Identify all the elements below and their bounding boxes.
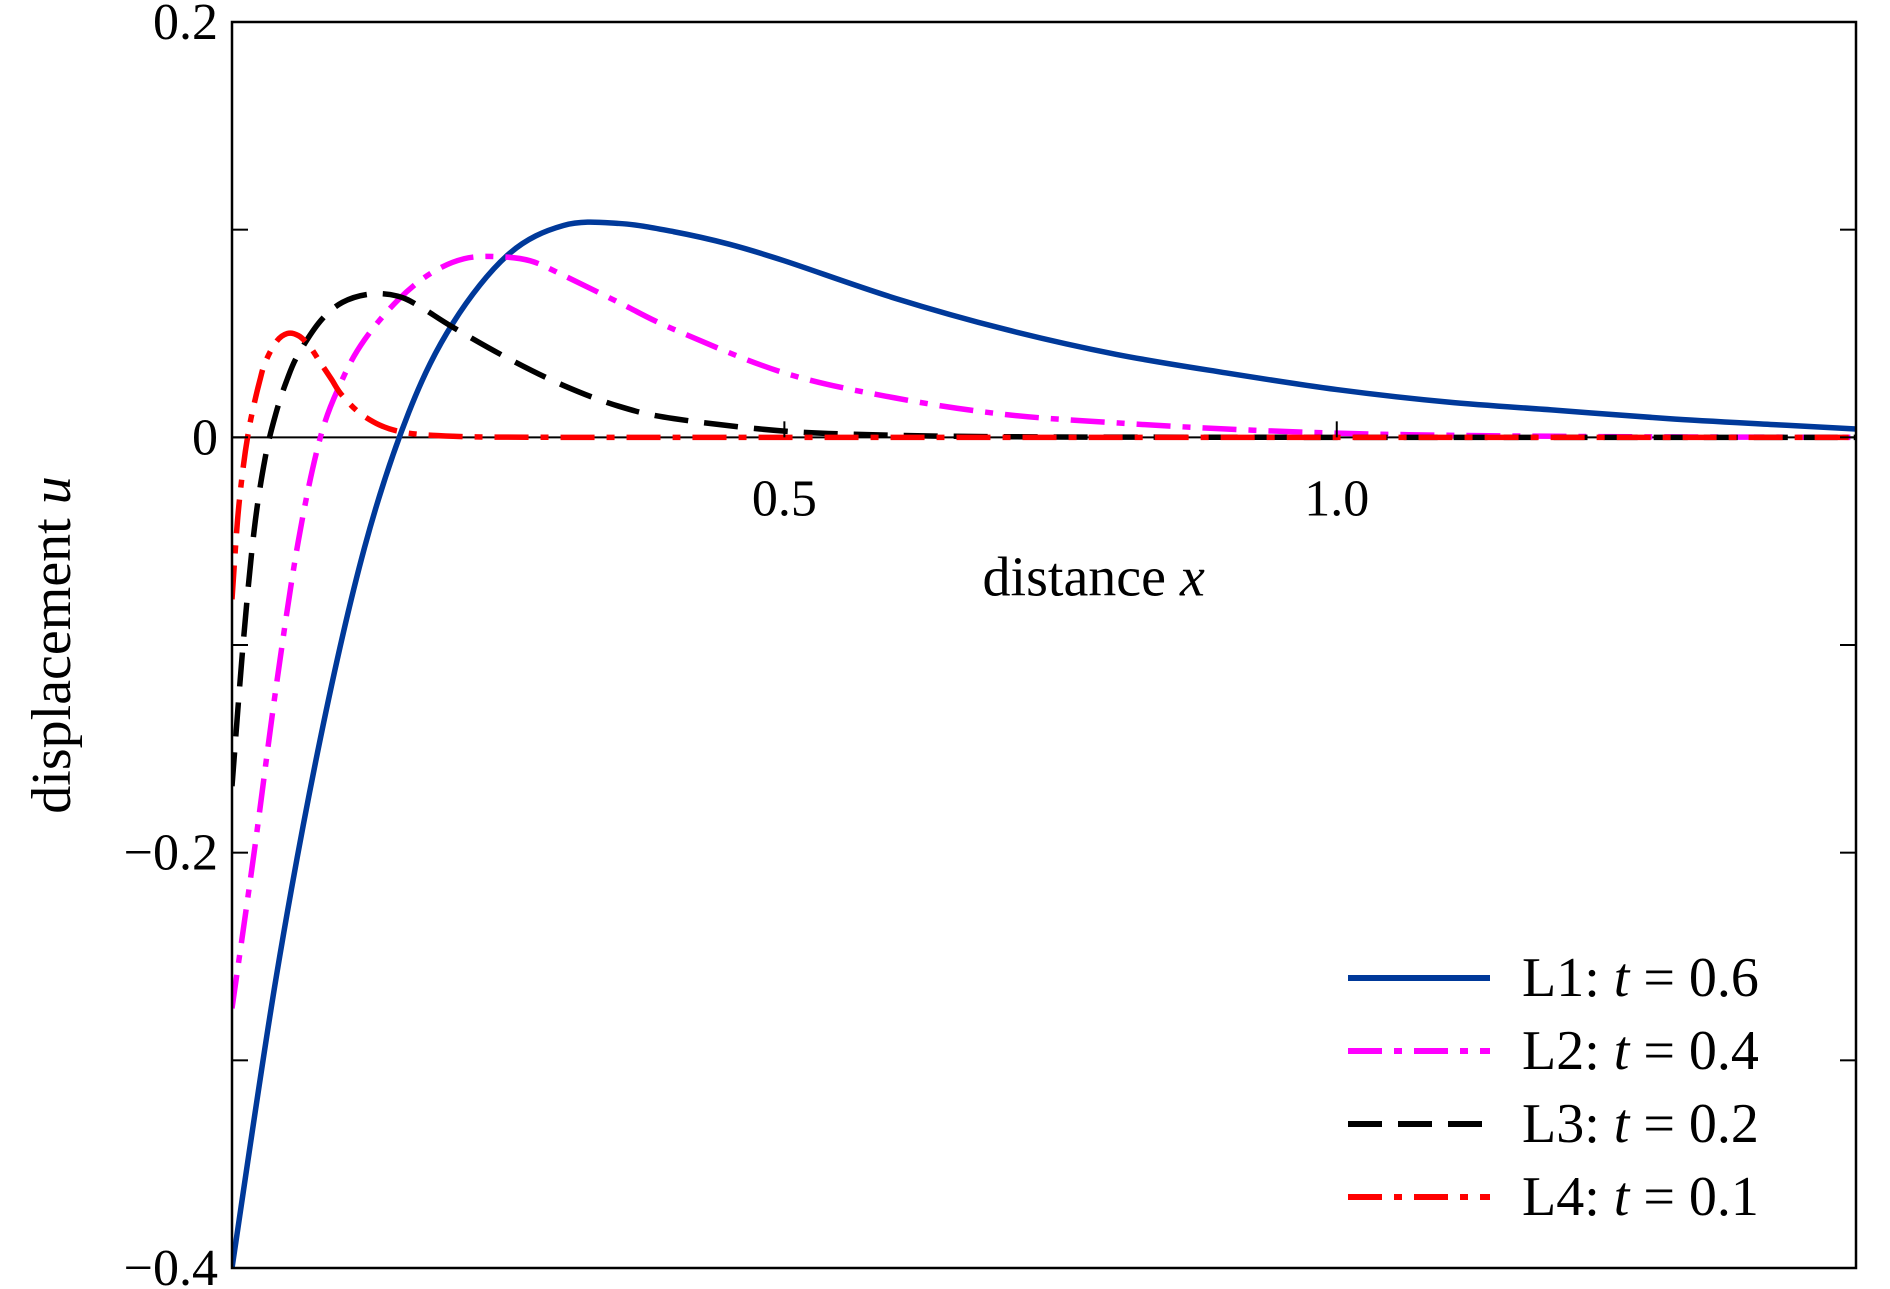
x-tick-label: 1.0 — [1304, 470, 1369, 527]
legend-eq: = — [1629, 947, 1689, 1009]
legend-item-l2: L2: t = 0.4 — [1348, 1020, 1759, 1082]
series-line-l1 — [232, 219, 1856, 1268]
legend-label: L1: t = 0.6 — [1522, 947, 1759, 1009]
legend-series-name: L2: — [1522, 1020, 1614, 1082]
y-tick-label: −0.2 — [124, 825, 218, 882]
series-line-l4 — [232, 330, 1856, 600]
y-axis-label: displacement u — [21, 476, 83, 813]
y-tick-label: 0.2 — [153, 0, 218, 51]
legend-value: 0.4 — [1689, 1020, 1759, 1082]
legend-label: L2: t = 0.4 — [1522, 1020, 1759, 1082]
y-axis-label-text: displacement — [21, 518, 83, 814]
legend-item-l1: L1: t = 0.6 — [1348, 947, 1759, 1009]
legend: L1: t = 0.6 L2: t = 0.4 L3: t = 0.2 L4: t =… — [1348, 947, 1759, 1228]
tick-layer: 0.2 0 −0.2 −0.4 0.5 1.0 — [124, 0, 1856, 1289]
legend-eq: = — [1629, 1166, 1689, 1228]
y-axis-label-var: u — [21, 476, 83, 504]
legend-item-l3: L3: t = 0.2 — [1348, 1093, 1759, 1155]
series-line-l2 — [232, 253, 1856, 1009]
legend-label: L3: t = 0.2 — [1522, 1093, 1759, 1155]
legend-var: t — [1614, 947, 1631, 1009]
x-tick-label: 0.5 — [752, 470, 817, 527]
legend-label: L4: t = 0.1 — [1522, 1166, 1759, 1228]
legend-var: t — [1614, 1093, 1631, 1155]
legend-value: 0.1 — [1689, 1166, 1759, 1228]
series-line-l3 — [232, 290, 1856, 787]
y-tick-label: 0 — [192, 409, 218, 466]
legend-series-name: L3: — [1522, 1093, 1614, 1155]
series-layer — [232, 219, 1856, 1268]
legend-eq: = — [1629, 1020, 1689, 1082]
legend-eq: = — [1629, 1093, 1689, 1155]
x-axis-label: distance x — [983, 546, 1205, 608]
legend-series-name: L1: — [1522, 947, 1614, 1009]
legend-item-l4: L4: t = 0.1 — [1348, 1166, 1759, 1228]
x-axis-label-text: distance — [983, 546, 1166, 608]
legend-value: 0.2 — [1689, 1093, 1759, 1155]
legend-value: 0.6 — [1689, 947, 1759, 1009]
y-tick-label: −0.4 — [124, 1240, 218, 1289]
legend-series-name: L4: — [1522, 1166, 1614, 1228]
legend-var: t — [1614, 1020, 1631, 1082]
x-axis-label-var: x — [1179, 546, 1205, 608]
legend-var: t — [1614, 1166, 1631, 1228]
